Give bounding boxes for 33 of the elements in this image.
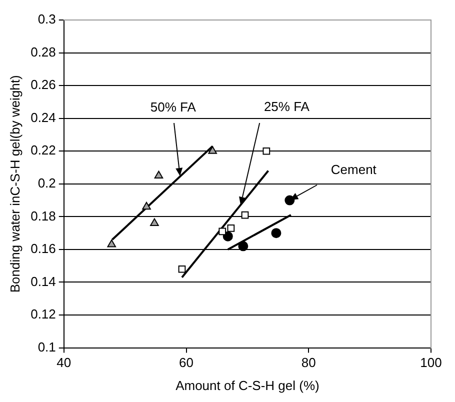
y-tick-label: 0.12 [30, 306, 56, 322]
point [208, 146, 217, 154]
y-tick-label: 0.26 [30, 77, 56, 92]
y-tick-label: 0.1 [38, 339, 56, 354]
point [154, 170, 164, 178]
point [238, 241, 248, 252]
y-tick-label: 0.2 [38, 175, 56, 190]
point [222, 231, 233, 242]
x-tick-label: 100 [420, 355, 442, 370]
y-tick-label: 0.28 [30, 44, 56, 60]
point [142, 202, 151, 210]
x-tick-label: 40 [56, 355, 72, 370]
point [241, 211, 249, 219]
y-tick-label: 0.24 [30, 110, 56, 125]
point [262, 147, 270, 155]
y-tick-label: 0.22 [30, 142, 56, 158]
annotation: Cement [330, 162, 377, 177]
y-tick-label: 0.14 [30, 274, 56, 289]
annotation: 25% FA [264, 98, 310, 114]
point [150, 218, 159, 226]
y-tick-label: 0.16 [30, 241, 56, 256]
x-axis-title: Amount of C-S-H gel (%) [176, 378, 320, 393]
point [271, 228, 282, 238]
point [218, 228, 226, 236]
y-tick-label: 0.3 [38, 12, 56, 27]
y-axis-title: Bonding water inC-S-H gel(by weight) [7, 75, 22, 293]
annotation: 50% FA [150, 99, 196, 114]
y-tick-label: 0.18 [30, 208, 56, 224]
point [227, 224, 235, 232]
point [178, 265, 186, 273]
x-tick-label: 80 [301, 355, 316, 370]
point [107, 240, 116, 248]
x-tick-label: 60 [179, 355, 194, 370]
